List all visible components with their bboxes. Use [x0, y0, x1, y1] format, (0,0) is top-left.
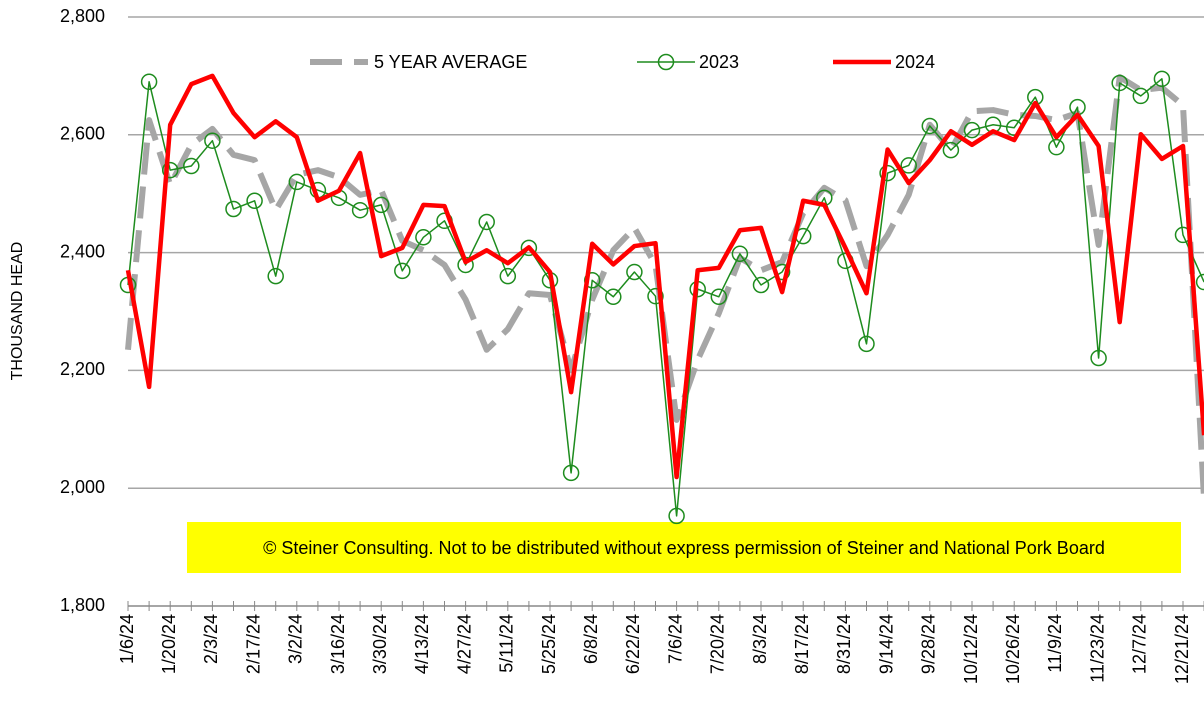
legend-item: 5 YEAR AVERAGE: [310, 52, 527, 72]
series-marker: [562, 464, 580, 482]
series-marker: [668, 507, 685, 525]
series-marker: [858, 335, 875, 353]
x-tick-label: 4/13/24: [412, 614, 432, 674]
series-line: [125, 73, 1204, 480]
series-marker: [942, 141, 960, 159]
series-marker: [710, 288, 728, 306]
annotation-text: © Steiner Consulting. Not to be distribu…: [263, 538, 1105, 558]
y-tick-label: 2,400: [60, 241, 105, 261]
x-tick-label: 8/3/24: [750, 614, 770, 664]
series-marker: [626, 263, 643, 281]
series-marker: [605, 288, 622, 306]
legend-label: 2024: [895, 52, 935, 72]
x-tick-label: 9/28/24: [919, 614, 939, 674]
x-tick-label: 8/31/24: [834, 614, 854, 674]
x-tick-label: 10/26/24: [1003, 614, 1023, 684]
x-tick-label: 5/25/24: [539, 614, 559, 674]
series-marker: [752, 276, 770, 294]
x-tick-label: 7/6/24: [665, 614, 685, 664]
x-tick-label: 2/3/24: [201, 614, 221, 664]
series-marker: [1153, 70, 1171, 88]
series-marker: [1132, 87, 1150, 105]
x-tick-label: 3/16/24: [328, 614, 348, 674]
series-marker: [140, 73, 158, 91]
x-tick-label: 3/2/24: [286, 614, 306, 664]
y-tick-label: 2,600: [60, 124, 105, 144]
series-marker: [731, 245, 749, 263]
x-tick-label: 3/30/24: [370, 614, 390, 674]
legend-label: 5 YEAR AVERAGE: [374, 52, 527, 72]
y-tick-label: 2,200: [60, 359, 105, 379]
series-marker: [921, 117, 939, 135]
x-tick-label: 11/23/24: [1087, 614, 1107, 683]
x-tick-label: 11/9/24: [1045, 614, 1065, 673]
y-tick-label: 1,800: [60, 595, 105, 615]
series-marker: [900, 157, 917, 174]
series-marker: [351, 201, 369, 219]
x-tick-label: 6/8/24: [581, 614, 601, 664]
annotation: © Steiner Consulting. Not to be distribu…: [187, 522, 1181, 573]
legend-marker: [657, 53, 675, 71]
x-tick-label: 1/20/24: [159, 614, 179, 674]
series-line: [127, 78, 1204, 517]
legend-item: 2023: [637, 52, 739, 72]
x-tick-label: 6/22/24: [623, 614, 643, 674]
series-marker: [583, 272, 601, 289]
x-tick-label: 9/14/24: [876, 614, 896, 674]
x-tick-label: 12/7/24: [1130, 614, 1150, 674]
series-marker: [879, 164, 896, 182]
legend-item: 2024: [833, 52, 935, 72]
x-tick-label: 5/11/24: [497, 614, 517, 673]
series-marker: [161, 161, 179, 179]
series-marker: [288, 173, 306, 191]
series-marker: [1195, 273, 1204, 291]
x-tick-label: 2/17/24: [243, 614, 263, 674]
series-marker: [267, 267, 284, 285]
series-marker: [394, 262, 411, 280]
series-marker: [1048, 138, 1065, 156]
series-marker: [1090, 349, 1107, 367]
series-marker: [225, 200, 242, 218]
x-tick-label: 12/21/24: [1172, 614, 1192, 684]
series-marker: [963, 121, 981, 139]
series-marker: [1111, 74, 1128, 92]
series-marker: [499, 267, 517, 285]
series-marker: [647, 287, 664, 305]
series-marker: [520, 239, 538, 257]
annotation-box: [187, 522, 1181, 573]
x-tick-label: 8/17/24: [792, 614, 812, 674]
series-line: [125, 74, 1204, 501]
series-marker: [372, 196, 390, 214]
series-marker: [246, 192, 263, 210]
y-tick-label: 2,800: [60, 6, 105, 26]
x-tick-label: 1/6/24: [117, 614, 137, 664]
series-marker: [415, 229, 432, 246]
legend-label: 2023: [699, 52, 739, 72]
series-marker: [204, 132, 221, 149]
x-tick-label: 7/20/24: [708, 614, 728, 674]
y-tick-label: 2,000: [60, 477, 105, 497]
series-marker: [183, 157, 200, 175]
x-tick-label: 10/12/24: [961, 614, 981, 684]
x-tick-label: 4/27/24: [454, 614, 474, 674]
series-marker: [478, 213, 495, 231]
y-axis-label: THOUSAND HEAD: [9, 242, 26, 381]
